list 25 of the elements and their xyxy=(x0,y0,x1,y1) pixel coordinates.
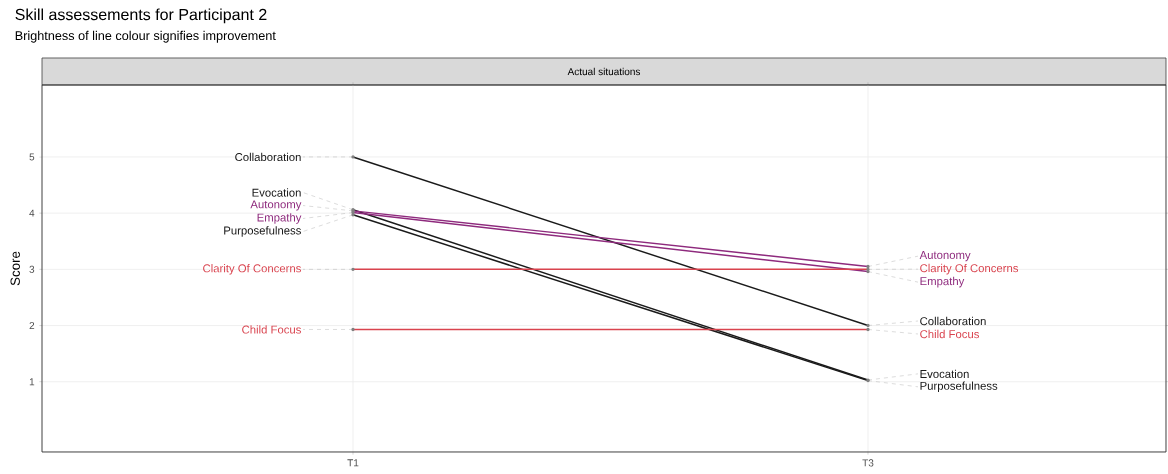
text: Child Focus xyxy=(242,325,301,334)
y-tick-label: 3 xyxy=(29,265,35,273)
text: Clarity Of Concerns xyxy=(920,263,1019,275)
y-tick-label: 1 xyxy=(29,378,35,386)
y-tick-label: 4 xyxy=(29,209,35,217)
y-tick-label: 2 xyxy=(29,322,35,330)
text: Purposefulness xyxy=(920,381,998,393)
text: Collaboration xyxy=(920,316,986,326)
x-tick-label: T1 xyxy=(347,459,359,467)
text: Evocation xyxy=(920,369,969,378)
y-tick-label: 5 xyxy=(29,153,35,161)
text: Autonomy xyxy=(919,251,971,262)
text: Clarity Of Concerns xyxy=(203,264,301,275)
text: Autonomy xyxy=(250,200,302,211)
x-tick-label: T3 xyxy=(862,459,874,467)
chart-title: Skill assessements for Participant 2 xyxy=(15,8,267,24)
text: Actual situations xyxy=(567,67,641,76)
text: Empathy xyxy=(257,213,302,224)
text: Collaboration xyxy=(235,152,301,162)
chart-subtitle: Brightness of line colour signifies improvement xyxy=(15,30,276,43)
text: Empathy xyxy=(920,276,965,288)
y-axis-title: Score xyxy=(10,251,20,286)
text: Purposefulness xyxy=(224,226,301,237)
text: Evocation xyxy=(252,188,301,197)
text: Child Focus xyxy=(920,329,979,339)
